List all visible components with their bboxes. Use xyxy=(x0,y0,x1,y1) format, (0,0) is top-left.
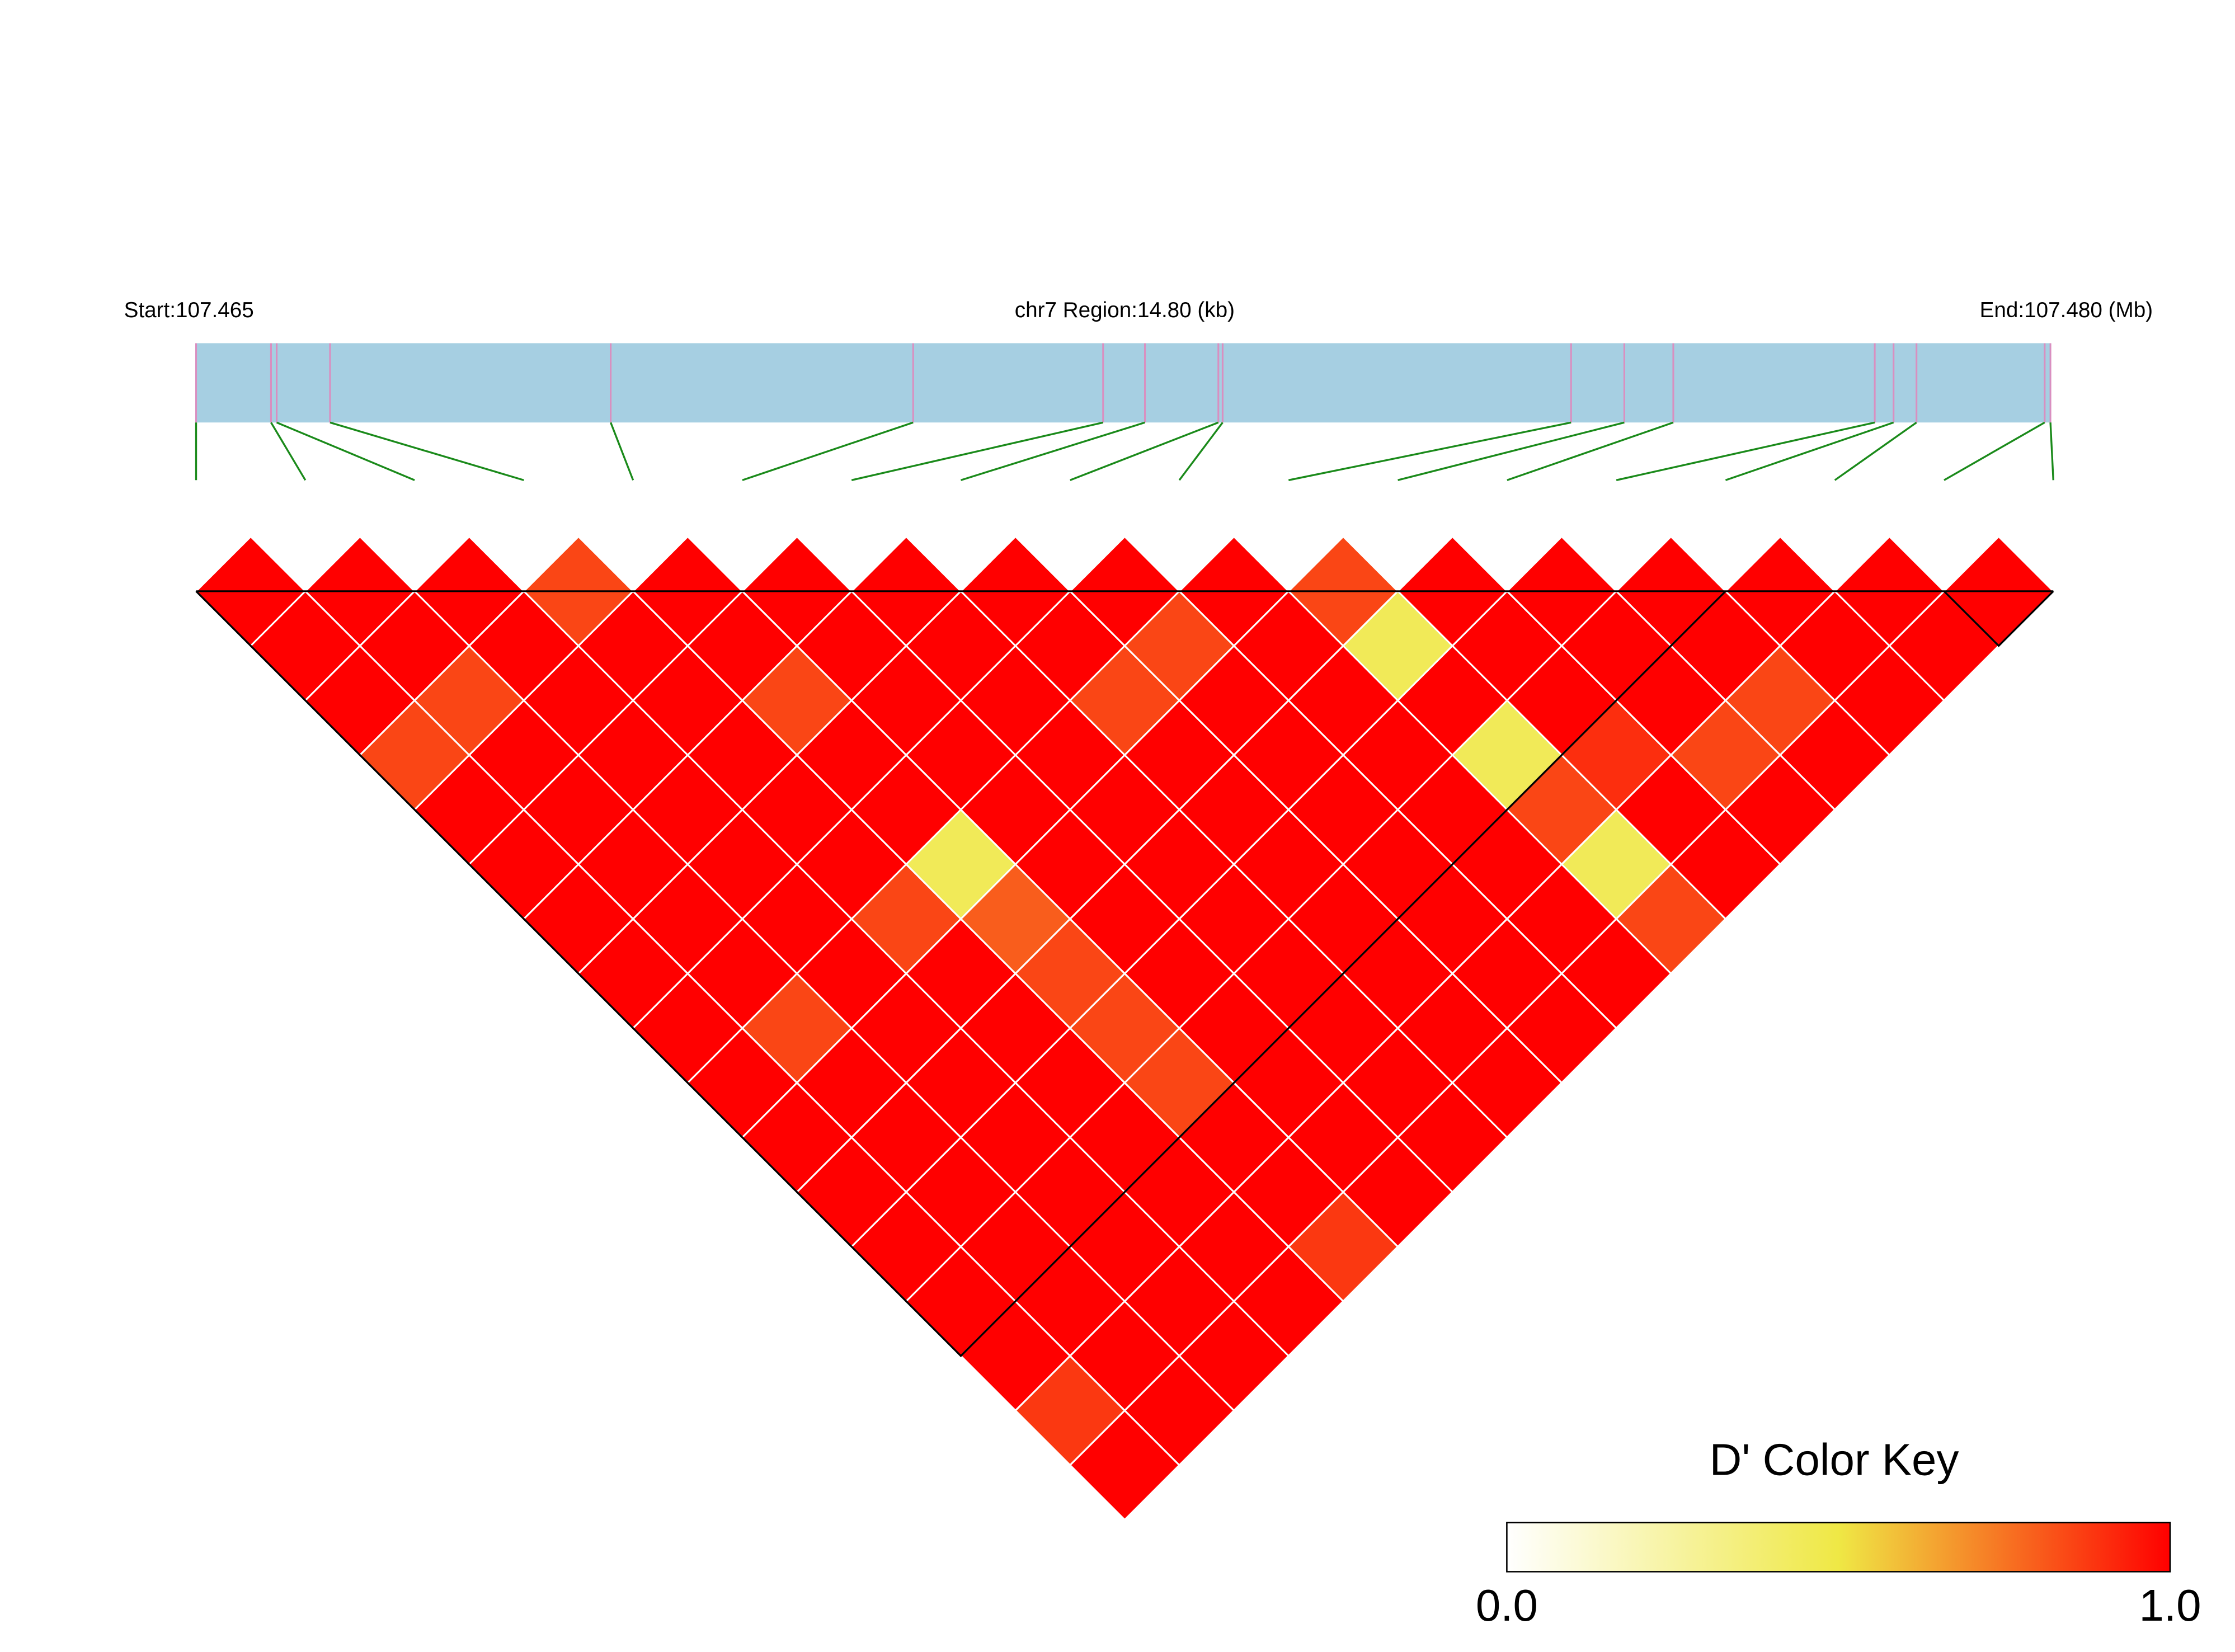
snp-connector xyxy=(1725,421,1894,481)
snp-connector xyxy=(2049,422,2054,481)
snp-connector xyxy=(1178,422,1224,481)
key-tick-label: 0.0 xyxy=(1476,1580,1538,1630)
snp-connector xyxy=(742,421,914,481)
snp-connector xyxy=(1507,421,1674,481)
snp-connector xyxy=(610,422,634,481)
ld-block xyxy=(1943,590,2054,647)
snp-connector xyxy=(1834,421,1917,481)
snp-connector xyxy=(270,422,307,481)
snp-connector xyxy=(1944,421,2045,481)
snp-connector xyxy=(1288,421,1571,481)
snp-connector xyxy=(960,421,1146,481)
key-title: D' Color Key xyxy=(1710,1435,1959,1485)
snp-connector xyxy=(1616,421,1875,481)
region-label: chr7 Region:14.80 (kb) xyxy=(1015,298,1235,322)
snp-connector xyxy=(276,421,415,481)
start-label: Start:107.465 xyxy=(124,298,254,322)
snp-connector xyxy=(851,421,1104,481)
ld-block xyxy=(195,590,1726,1358)
snp-connector xyxy=(1070,421,1219,481)
key-tick-label: 1.0 xyxy=(2139,1580,2201,1630)
snp-connector xyxy=(330,421,524,481)
color-key xyxy=(1506,1522,2171,1573)
end-label: End:107.480 (Mb) xyxy=(1980,298,2153,322)
gene-bar xyxy=(196,343,2051,423)
snp-connector xyxy=(1398,421,1625,481)
